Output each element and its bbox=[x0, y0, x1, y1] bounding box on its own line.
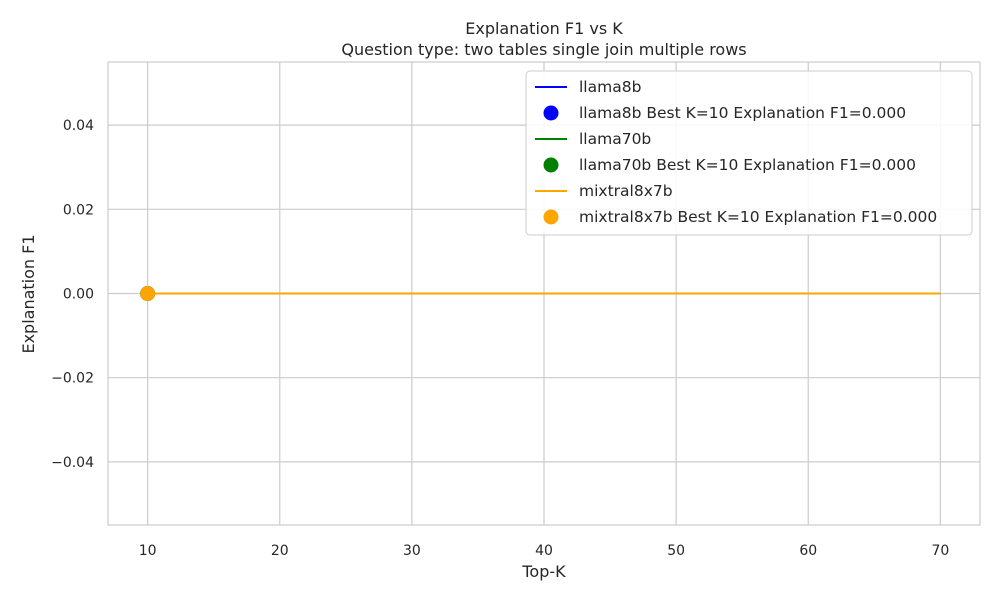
legend-label: llama70b bbox=[579, 130, 651, 148]
legend-marker-swatch bbox=[543, 105, 559, 121]
legend-label: mixtral8x7b Best K=10 Explanation F1=0.0… bbox=[579, 208, 937, 226]
y-tick-label: −0.02 bbox=[51, 371, 94, 387]
legend: llama8b llama8b Best K=10 Explanation F1=… bbox=[525, 70, 973, 236]
x-tick-label: 20 bbox=[271, 543, 289, 559]
plot-series bbox=[140, 286, 941, 301]
best-marker-mixtral8x7b bbox=[140, 286, 156, 301]
chart-subtitle: Question type: two tables single join mu… bbox=[341, 40, 746, 59]
legend-label: mixtral8x7b bbox=[579, 182, 673, 200]
legend-marker-swatch bbox=[543, 209, 559, 225]
legend-label: llama8b Best K=10 Explanation F1=0.000 bbox=[579, 104, 906, 122]
x-tick-label: 70 bbox=[931, 543, 949, 559]
y-tick-label: 0.00 bbox=[63, 287, 94, 303]
x-tick-label: 30 bbox=[403, 543, 421, 559]
y-tick-label: −0.04 bbox=[51, 455, 94, 471]
x-tick-label: 50 bbox=[667, 543, 685, 559]
legend-label: llama70b Best K=10 Explanation F1=0.000 bbox=[579, 156, 916, 174]
chart-title: Explanation F1 vs K bbox=[465, 19, 623, 38]
y-tick-label: 0.02 bbox=[63, 202, 94, 218]
x-tick-label: 40 bbox=[535, 543, 553, 559]
legend-box bbox=[525, 70, 973, 236]
y-tick-label: 0.04 bbox=[63, 118, 94, 134]
legend-label: llama8b bbox=[579, 78, 641, 96]
y-axis-label: Explanation F1 bbox=[19, 234, 38, 353]
legend-marker-swatch bbox=[543, 157, 559, 173]
x-axis-label: Top-K bbox=[521, 562, 566, 581]
axis-ticks: 10 20 30 40 50 60 70 −0.04 −0.02 0.00 0.02 0.04 bbox=[51, 118, 949, 559]
plot-frame bbox=[107, 61, 981, 526]
x-tick-label: 10 bbox=[139, 543, 157, 559]
x-tick-label: 60 bbox=[799, 543, 817, 559]
